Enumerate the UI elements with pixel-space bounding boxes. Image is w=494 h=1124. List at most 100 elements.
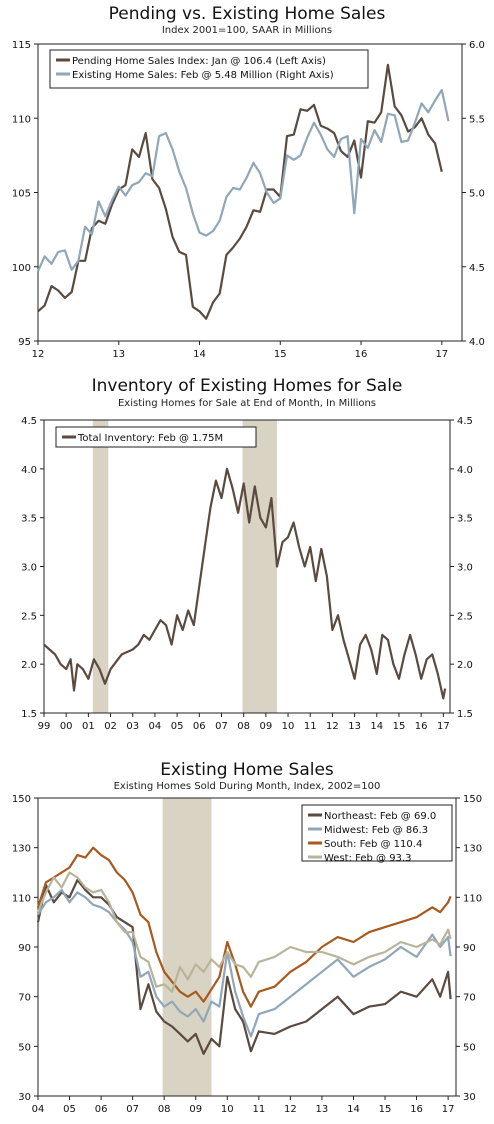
y-tick-label-right: 3.0 — [457, 563, 473, 574]
y-tick-label-left: 3.0 — [21, 563, 37, 574]
x-tick-label: 12 — [32, 349, 45, 360]
y-tick-label-left: 90 — [18, 943, 31, 954]
x-tick-label: 12 — [284, 1104, 297, 1115]
x-tick-label: 13 — [112, 349, 125, 360]
series-line-pending-home-sales-index — [37, 63, 443, 320]
chart-title: Inventory of Existing Homes for Sale — [91, 376, 403, 396]
y-tick-label-left: 105 — [12, 189, 31, 200]
y-tick-label-left: 95 — [18, 337, 31, 348]
chart-title: Existing Home Sales — [160, 760, 334, 780]
x-tick-label: 09 — [259, 721, 272, 732]
x-tick-label: 05 — [171, 721, 184, 732]
y-tick-label-right: 70 — [463, 993, 476, 1004]
y-tick-label-right: 6.0 — [469, 40, 485, 51]
y-tick-label-left: 30 — [18, 1092, 31, 1103]
series-line-existing-home-sales — [36, 88, 450, 272]
y-tick-label-left: 110 — [12, 114, 31, 125]
y-tick-label-left: 130 — [12, 844, 31, 855]
x-tick-label: 15 — [274, 349, 287, 360]
x-tick-label: 11 — [252, 1104, 265, 1115]
series-line-midwest — [37, 888, 452, 1038]
legend-label-total-inventory: Total Inventory: Feb @ 1.75M — [77, 433, 223, 444]
chart-panel-pending-vs-existing: Pending vs. Existing Home Sales Index 20… — [0, 0, 494, 370]
y-tick-label-left: 100 — [12, 263, 31, 274]
plot-frame — [37, 43, 463, 342]
y-tick-label-right: 150 — [463, 794, 482, 805]
x-tick-label: 17 — [442, 1104, 455, 1115]
legend-label-existing-home-sales: Existing Home Sales: Feb @ 5.48 Million … — [72, 70, 334, 81]
legend-box — [49, 49, 369, 89]
legend-box — [55, 426, 257, 448]
x-tick-label: 13 — [316, 1104, 329, 1115]
legend-box — [301, 804, 453, 862]
chart-svg-inventory: 4.5 4.0 3.5 3.0 2.5 2.0 1.5 4.5 4.0 3.5 3.0 2.5 2.0 1… — [21, 416, 473, 732]
y-tick-label-right: 130 — [463, 844, 482, 855]
chart-panel-existing-home-sales: Existing Home Sales Existing Homes Sold … — [0, 750, 494, 1124]
y-tick-label-left: 2.0 — [21, 660, 37, 671]
recession-band — [92, 420, 109, 713]
y-tick-label-right: 4.5 — [457, 416, 473, 427]
chart-subtitle: Existing Homes Sold During Month, Index,… — [113, 781, 381, 792]
x-tick-label: 01 — [82, 721, 95, 732]
x-tick-label: 03 — [126, 721, 139, 732]
series-line-west — [36, 871, 452, 993]
y-tick-label-left: 70 — [18, 993, 31, 1004]
x-tick-label: 10 — [221, 1104, 234, 1115]
x-tick-label: 09 — [189, 1104, 202, 1115]
y-tick-label-right: 90 — [463, 943, 476, 954]
recession-band — [162, 798, 212, 1096]
x-tick-label: 16 — [415, 721, 428, 732]
chart-subtitle: Existing Homes for Sale at End of Month,… — [117, 398, 377, 409]
x-tick-label: 14 — [370, 721, 383, 732]
x-tick-label: 05 — [63, 1104, 76, 1115]
chart-svg-pending-vs-existing: 115 110 105 100 95 6.0 5.5 5.0 4.5 4.0 12 13 14 15 16 1… — [12, 40, 485, 360]
x-tick-label: 08 — [237, 721, 250, 732]
x-tick-label: 99 — [38, 721, 51, 732]
chart-title: Pending vs. Existing Home Sales — [108, 4, 386, 24]
chart-subtitle: Index 2001=100, SAAR in Millions — [161, 25, 333, 36]
legend-label-pending-home-sales-index: Pending Home Sales Index: Jan @ 106.4 (L… — [72, 56, 326, 67]
x-tick-label: 00 — [60, 721, 73, 732]
y-tick-label-right: 3.5 — [457, 514, 473, 525]
x-tick-label: 06 — [193, 721, 206, 732]
y-tick-label-left: 50 — [18, 1042, 31, 1053]
x-tick-label: 13 — [348, 721, 361, 732]
y-tick-label-right: 5.0 — [469, 189, 485, 200]
x-tick-label: 07 — [126, 1104, 139, 1115]
series-line-south — [36, 846, 452, 1008]
x-tick-label: 17 — [437, 721, 450, 732]
x-tick-label: 06 — [95, 1104, 108, 1115]
y-tick-label-left: 4.5 — [21, 416, 37, 427]
x-tick-label: 16 — [355, 349, 368, 360]
y-tick-label-right: 30 — [463, 1092, 476, 1103]
x-tick-label: 15 — [379, 1104, 392, 1115]
y-tick-label-right: 4.5 — [469, 263, 485, 274]
series-line-total-inventory — [43, 467, 447, 700]
series-line-northeast — [36, 878, 452, 1055]
y-tick-label-right: 2.0 — [457, 660, 473, 671]
y-tick-label-right: 4.0 — [457, 465, 473, 476]
y-tick-label-left: 150 — [12, 794, 31, 805]
x-tick-label: 15 — [393, 721, 406, 732]
y-tick-label-left: 3.5 — [21, 514, 37, 525]
recession-band — [242, 420, 277, 713]
x-tick-label: 10 — [282, 721, 295, 732]
y-tick-label-right: 4.0 — [469, 337, 485, 348]
legend-label-midwest: Midwest: Feb @ 86.3 — [324, 825, 428, 836]
x-tick-label: 17 — [435, 349, 448, 360]
x-tick-label: 08 — [158, 1104, 171, 1115]
y-tick-label-left: 110 — [12, 893, 31, 904]
x-tick-label: 02 — [104, 721, 117, 732]
x-tick-label: 07 — [215, 721, 228, 732]
y-tick-label-left: 2.5 — [21, 611, 37, 622]
x-tick-label: 16 — [410, 1104, 423, 1115]
legend-label-west: West: Feb @ 93.3 — [324, 853, 411, 864]
y-tick-label-right: 110 — [463, 893, 482, 904]
x-tick-label: 14 — [347, 1104, 360, 1115]
y-tick-label-left: 1.5 — [21, 709, 37, 720]
y-tick-label-right: 1.5 — [457, 709, 473, 720]
y-tick-label-right: 5.5 — [469, 114, 485, 125]
x-tick-label: 04 — [149, 721, 162, 732]
chart-panel-inventory: Inventory of Existing Homes for Sale Exi… — [0, 370, 494, 750]
